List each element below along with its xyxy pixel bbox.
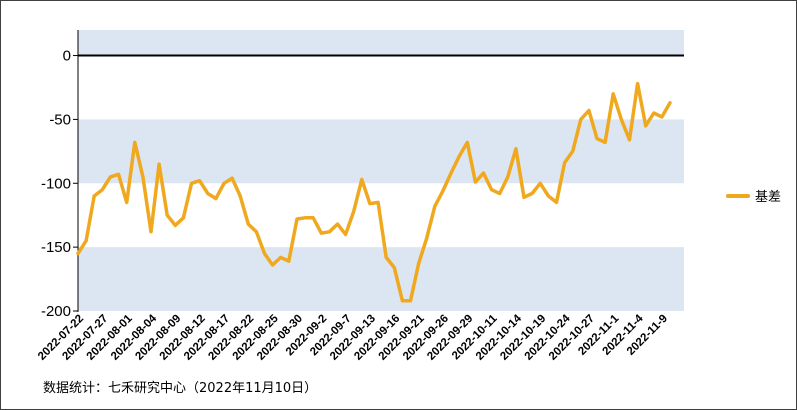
data-point xyxy=(166,214,169,217)
data-point xyxy=(506,175,509,178)
series-line-basis xyxy=(76,81,672,303)
data-point xyxy=(433,205,436,208)
data-point xyxy=(579,118,582,121)
data-point xyxy=(125,201,128,204)
data-point xyxy=(239,195,242,197)
data-point xyxy=(109,175,112,178)
data-point xyxy=(174,224,177,227)
data-point xyxy=(417,262,420,265)
data-point xyxy=(141,175,144,178)
data-point xyxy=(474,181,477,183)
y-tick-label: -150 xyxy=(41,239,71,256)
data-point xyxy=(393,266,396,269)
data-point xyxy=(660,115,663,118)
data-point xyxy=(498,192,501,195)
data-point xyxy=(85,239,88,242)
data-point xyxy=(409,299,412,302)
data-point xyxy=(198,179,201,182)
data-point xyxy=(490,188,493,191)
background-band-0 xyxy=(78,30,684,56)
data-point xyxy=(482,172,485,174)
data-point xyxy=(328,230,331,233)
background-band-1 xyxy=(78,119,684,184)
data-point xyxy=(531,192,534,195)
data-point xyxy=(279,256,282,259)
data-point xyxy=(466,141,469,144)
y-tick-label: -50 xyxy=(49,111,71,128)
data-point xyxy=(263,252,266,255)
source-note: 数据统计：七禾研究中心（2022年11月10日） xyxy=(43,381,318,396)
data-point xyxy=(320,232,323,234)
data-point xyxy=(369,202,371,205)
data-point xyxy=(669,101,671,104)
data-point xyxy=(636,82,639,85)
background-band-2 xyxy=(78,247,684,311)
data-point xyxy=(182,216,185,219)
data-point xyxy=(620,118,623,121)
data-point xyxy=(644,124,647,127)
data-point xyxy=(515,147,517,150)
data-point xyxy=(158,163,160,166)
data-point xyxy=(223,182,225,185)
data-point xyxy=(133,141,136,144)
data-point xyxy=(271,264,274,266)
data-point xyxy=(77,252,79,255)
data-point xyxy=(231,177,233,180)
data-point xyxy=(304,216,306,219)
data-point xyxy=(214,197,217,200)
data-point xyxy=(150,230,152,233)
y-tick-label: -200 xyxy=(41,303,71,320)
y-tick-label: 0 xyxy=(63,48,71,65)
data-point xyxy=(458,155,461,158)
data-point xyxy=(401,299,404,302)
data-point xyxy=(336,223,339,226)
data-point xyxy=(344,233,347,236)
data-point xyxy=(596,137,598,140)
data-point xyxy=(385,256,388,259)
data-point xyxy=(604,141,607,144)
data-point xyxy=(296,218,298,220)
data-point xyxy=(287,260,290,263)
data-point xyxy=(652,112,655,114)
data-point xyxy=(571,150,574,153)
data-point xyxy=(547,195,550,197)
data-point xyxy=(450,172,452,174)
data-point xyxy=(206,192,209,195)
data-point xyxy=(588,109,590,112)
data-point xyxy=(190,182,193,185)
data-point xyxy=(360,178,363,181)
data-point xyxy=(255,230,258,233)
data-point xyxy=(377,201,379,204)
data-point xyxy=(247,223,250,226)
data-point xyxy=(425,237,428,240)
data-point xyxy=(312,216,315,219)
data-point xyxy=(101,188,104,191)
data-point xyxy=(555,201,558,204)
data-point xyxy=(523,196,525,199)
data-point xyxy=(539,182,542,185)
data-point xyxy=(612,92,615,95)
data-point xyxy=(117,173,120,176)
data-point xyxy=(563,161,566,164)
data-point xyxy=(628,138,631,141)
y-tick-label: -100 xyxy=(41,175,71,192)
data-point xyxy=(442,190,444,192)
data-point xyxy=(352,210,355,213)
legend-label: 基差 xyxy=(755,190,781,205)
data-point xyxy=(93,195,96,197)
